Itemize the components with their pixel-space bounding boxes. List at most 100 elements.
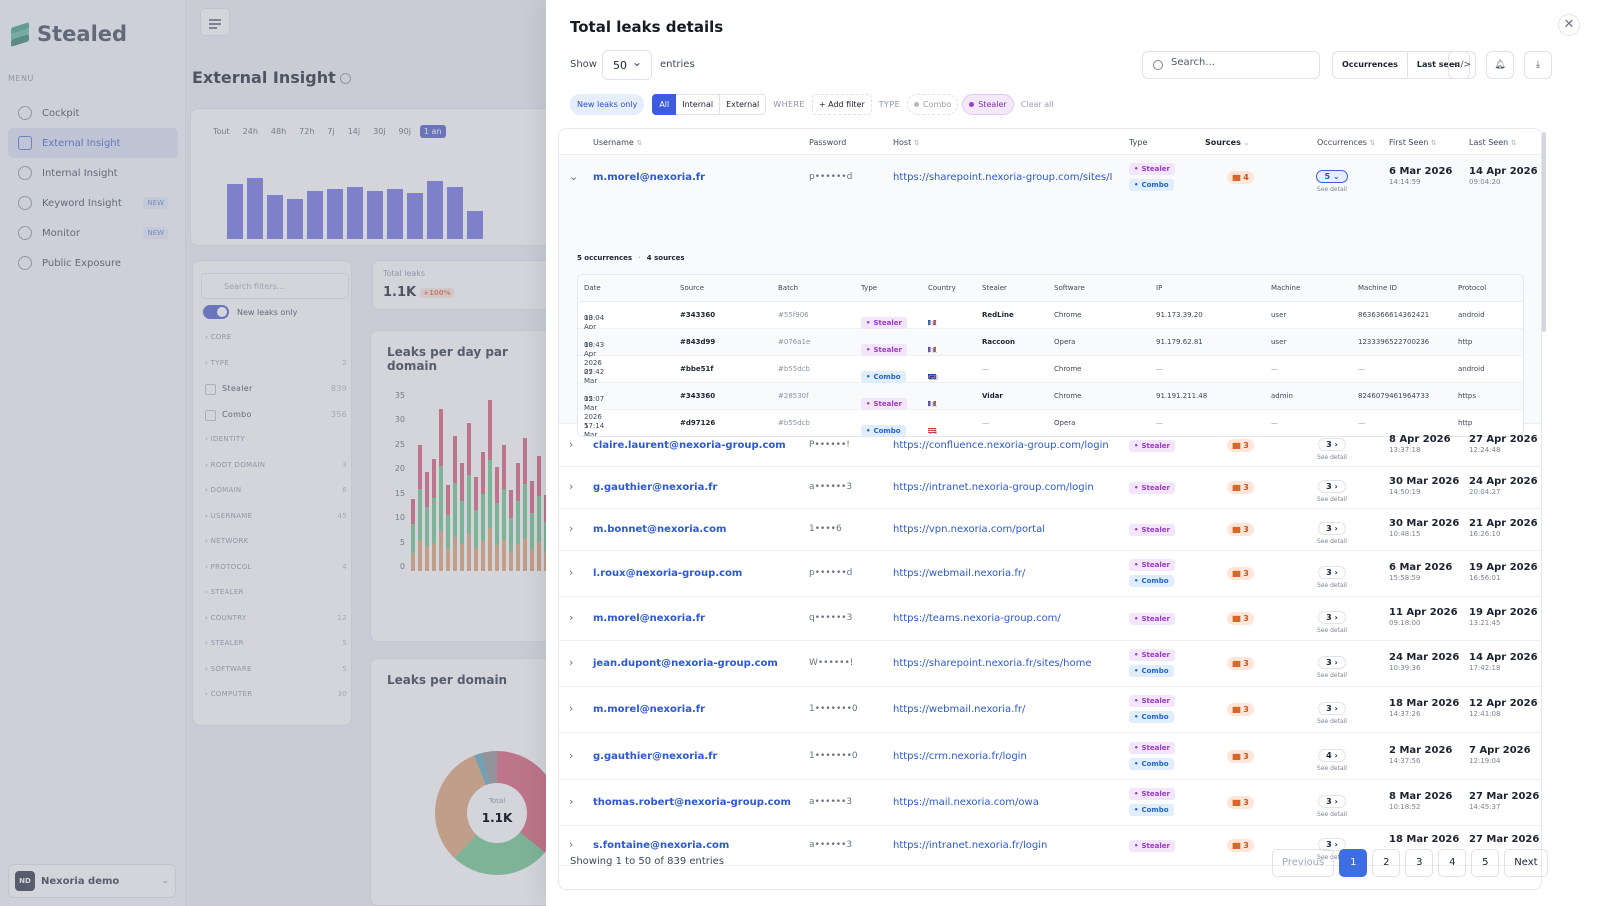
sort-last-seen-button[interactable]: Last seen bbox=[1406, 52, 1469, 78]
add-filter-button[interactable]: + Add filter bbox=[811, 93, 872, 115]
occurrences-button[interactable]: 3 › bbox=[1318, 566, 1346, 579]
nav-item-cockpit[interactable]: Cockpit bbox=[8, 98, 178, 128]
column-occurrences[interactable]: Occurrences ⇅ bbox=[1317, 138, 1375, 147]
column-type[interactable]: Type bbox=[1129, 138, 1147, 147]
column-sources[interactable]: Sources ⌄ bbox=[1205, 138, 1250, 147]
occurrences-button[interactable]: 3 › bbox=[1318, 795, 1346, 808]
range-tout[interactable]: Tout bbox=[213, 127, 230, 136]
table-scrollbar[interactable] bbox=[1542, 132, 1546, 332]
occurrence-row[interactable]: 25 Mar 202607:42#bbe51f#b55dcbComboGB—Ch… bbox=[578, 356, 1523, 394]
filter-group-domain[interactable]: › DOMAIN 6 bbox=[205, 486, 347, 494]
see-detail-link[interactable]: See detail bbox=[1317, 718, 1347, 725]
search-input[interactable] bbox=[1171, 57, 1311, 68]
table-row[interactable]: › thomas.robert@nexoria-group.com a••••••3… bbox=[559, 780, 1541, 826]
modal-backdrop[interactable] bbox=[0, 0, 546, 906]
username-link[interactable]: jean.dupont@nexoria-group.com bbox=[593, 658, 778, 669]
filter-search-input[interactable]: Search filters... bbox=[201, 273, 349, 299]
username-link[interactable]: thomas.robert@nexoria-group.com bbox=[593, 797, 791, 808]
range-7j[interactable]: 7j bbox=[327, 127, 335, 136]
nav-item-internal-insight[interactable]: Internal Insight bbox=[8, 158, 178, 188]
workspace-switcher[interactable]: ND Nexoria demo ⌄ bbox=[8, 864, 176, 898]
column-first-seen[interactable]: First Seen ⇅ bbox=[1389, 138, 1437, 147]
previous-button[interactable]: Previous bbox=[1272, 849, 1335, 877]
nav-item-keyword-insight[interactable]: Keyword Insight NEW bbox=[8, 188, 178, 218]
see-detail-link[interactable]: See detail bbox=[1317, 672, 1347, 679]
see-detail-link[interactable]: See detail bbox=[1317, 811, 1347, 818]
chevron-right-icon[interactable]: › bbox=[569, 522, 574, 535]
download-icon[interactable]: ⤓ bbox=[1524, 51, 1552, 79]
filter-group-identity[interactable]: › IDENTITY bbox=[205, 435, 347, 443]
chevron-right-icon[interactable]: › bbox=[569, 748, 574, 762]
host-link[interactable]: https://sharepoint.nexoria-group.com/sit… bbox=[893, 172, 1113, 183]
filter-group-country[interactable]: › COUNTRY 12 bbox=[205, 614, 347, 622]
filter-group-type[interactable]: › TYPE 2 bbox=[205, 359, 347, 367]
host-link[interactable]: https://sharepoint.nexoria.fr/sites/home bbox=[893, 658, 1092, 669]
username-link[interactable]: g.gauthier@nexoria.fr bbox=[593, 482, 718, 493]
username-link[interactable]: m.bonnet@nexoria.com bbox=[593, 524, 727, 535]
filter-group-username[interactable]: › USERNAME 45 bbox=[205, 512, 347, 520]
host-link[interactable]: https://vpn.nexoria.com/portal bbox=[893, 524, 1045, 535]
occurrences-button[interactable]: 3 › bbox=[1318, 480, 1346, 493]
page-size-select[interactable]: 50 bbox=[602, 50, 652, 80]
host-link[interactable]: https://webmail.nexoria.fr/ bbox=[893, 704, 1026, 715]
page-3-button[interactable]: 3 bbox=[1405, 849, 1434, 877]
chevron-right-icon[interactable]: › bbox=[569, 656, 574, 669]
occurrences-button[interactable]: 3 › bbox=[1318, 522, 1346, 535]
occurrences-button[interactable]: 3 › bbox=[1318, 611, 1346, 624]
nav-item-monitor[interactable]: Monitor NEW bbox=[8, 218, 178, 248]
filter-group-protocol[interactable]: › PROTOCOL 4 bbox=[205, 563, 347, 571]
chevron-right-icon[interactable]: › bbox=[569, 566, 574, 579]
column-password[interactable]: Password bbox=[809, 138, 846, 147]
filter-group-root-domain[interactable]: › ROOT DOMAIN 3 bbox=[205, 461, 347, 469]
page-4-button[interactable]: 4 bbox=[1438, 849, 1467, 877]
username-link[interactable]: claire.laurent@nexoria-group.com bbox=[593, 439, 786, 451]
chevron-right-icon[interactable]: › bbox=[569, 702, 574, 715]
filter-group-stealer[interactable]: › STEALER bbox=[205, 588, 347, 596]
host-link[interactable]: https://crm.nexoria.fr/login bbox=[893, 750, 1027, 762]
username-link[interactable]: m.morel@nexoria.fr bbox=[593, 613, 706, 624]
range-90j[interactable]: 90j bbox=[398, 127, 411, 136]
occurrences-button[interactable]: 4 › bbox=[1318, 748, 1346, 762]
range-14j[interactable]: 14j bbox=[347, 127, 361, 136]
page-2-button[interactable]: 2 bbox=[1372, 849, 1401, 877]
range-24h[interactable]: 24h bbox=[242, 127, 258, 136]
new-leaks-toggle[interactable]: New leaks only bbox=[203, 305, 297, 319]
stealer-filter-chip[interactable]: Stealer bbox=[962, 93, 1014, 115]
see-detail-link[interactable]: See detail bbox=[1317, 453, 1347, 461]
table-row[interactable]: ⌄ m.morel@nexoria.fr p••••••d https://share… bbox=[559, 156, 1541, 437]
code-icon[interactable]: </> bbox=[1448, 51, 1476, 79]
username-link[interactable]: s.fontaine@nexoria.com bbox=[593, 840, 730, 851]
nav-item-public-exposure[interactable]: Public Exposure bbox=[8, 248, 178, 278]
username-link[interactable]: m.morel@nexoria.fr bbox=[593, 704, 706, 715]
sort-occurrences-button[interactable]: Occurrences bbox=[1342, 60, 1398, 69]
occurrence-row[interactable]: 13 Apr 202600:04#343360#55f906StealerFRR… bbox=[578, 302, 1523, 340]
see-detail-link[interactable]: See detail bbox=[1317, 538, 1347, 545]
chevron-right-icon[interactable]: › bbox=[569, 480, 574, 493]
see-detail-link[interactable]: See detail bbox=[1317, 627, 1347, 634]
clear-all-link[interactable]: Clear all bbox=[1020, 99, 1054, 109]
host-link[interactable]: https://mail.nexoria.com/owa bbox=[893, 797, 1039, 808]
username-link[interactable]: l.roux@nexoria-group.com bbox=[593, 568, 743, 579]
host-link[interactable]: https://intranet.nexoria.fr/login bbox=[893, 840, 1048, 851]
filter-group-stealer[interactable]: Stealer 839 bbox=[205, 384, 347, 395]
table-row[interactable]: › g.gauthier@nexoria.fr a••••••3 https://in… bbox=[559, 467, 1541, 509]
scope-internal[interactable]: Internal bbox=[676, 93, 721, 115]
chevron-right-icon[interactable]: › bbox=[569, 437, 574, 451]
username-link[interactable]: m.morel@nexoria.fr bbox=[593, 172, 706, 183]
chevron-right-icon[interactable]: › bbox=[569, 838, 574, 851]
table-row[interactable]: › claire.laurent@nexoria-group.com P••••••… bbox=[559, 424, 1541, 467]
host-link[interactable]: https://teams.nexoria-group.com/ bbox=[893, 613, 1061, 624]
table-row[interactable]: › g.gauthier@nexoria.fr 1•••••••0 https://c… bbox=[559, 733, 1541, 780]
host-link[interactable]: https://confluence.nexoria-group.com/log… bbox=[893, 439, 1109, 451]
table-row[interactable]: › m.morel@nexoria.fr 1•••••••0 https://webm… bbox=[559, 687, 1541, 733]
occurrences-button[interactable]: 3 › bbox=[1318, 437, 1346, 451]
brand[interactable]: Stealed bbox=[10, 22, 127, 47]
filter-group-network[interactable]: › NETWORK bbox=[205, 537, 347, 545]
combo-filter-chip[interactable]: Combo bbox=[907, 93, 959, 115]
scope-external[interactable]: External bbox=[720, 93, 767, 115]
toggle-switch[interactable] bbox=[203, 305, 229, 319]
filter-group-computer[interactable]: › COMPUTER 30 bbox=[205, 690, 347, 698]
see-detail-link[interactable]: See detail bbox=[1317, 496, 1347, 503]
scope-all[interactable]: All bbox=[652, 93, 677, 115]
